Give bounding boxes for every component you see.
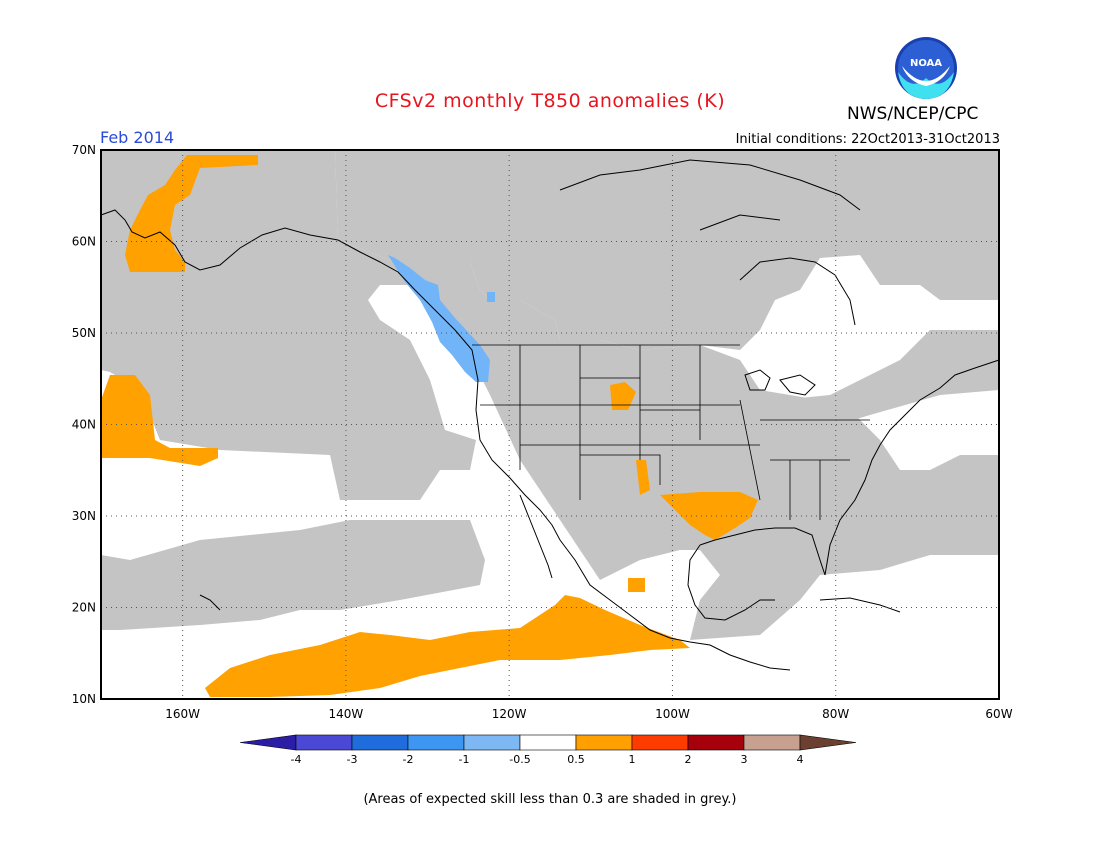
coastline	[559, 159, 861, 211]
axis-labels: 160W 140W 120W 100W 80W 60W 70N 60N 50N 40N 30N 20N…	[72, 143, 1013, 721]
latitude-tick-label: 20N	[72, 601, 96, 615]
coastlines-and-borders	[100, 159, 1000, 671]
map-frame	[100, 149, 1000, 700]
map-panel: 160W 140W 120W 100W 80W 60W 70N 60N 50N 40N 30N 20N…	[72, 143, 1013, 721]
latitude-tick-label: 40N	[72, 418, 96, 432]
colorbar-segment	[687, 734, 745, 751]
agency-label: NWS/NCEP/CPC	[847, 104, 979, 124]
initial-conditions-label: Initial conditions: 22Oct2013-31Oct2013	[735, 132, 1000, 147]
state-border	[739, 399, 761, 501]
coastline	[739, 257, 856, 326]
longitude-tick-label: 120W	[492, 707, 527, 721]
warm-region	[101, 375, 218, 466]
colorbar-low-extension	[239, 734, 297, 751]
latitude-tick-label: 50N	[72, 326, 96, 340]
colorbar-segment	[743, 734, 801, 751]
warm-region	[610, 382, 636, 410]
colorbar-segment	[295, 734, 353, 751]
coastline	[824, 359, 1000, 576]
coastline	[519, 494, 553, 579]
coastline	[699, 527, 826, 576]
grey-region	[101, 520, 485, 630]
longitude-tick-label: 100W	[655, 707, 690, 721]
colorbar-tick-label: 3	[741, 753, 748, 766]
grey-region	[101, 150, 999, 640]
grey-region	[101, 150, 999, 350]
colorbar-tick-label: 2	[685, 753, 692, 766]
longitude-tick-label: 60W	[985, 707, 1012, 721]
warm-region	[636, 460, 650, 495]
noaa-logo-text: NOAA	[910, 58, 942, 69]
colorbar-high-extension	[799, 734, 857, 751]
warm-region	[125, 155, 258, 272]
map-title: CFSv2 monthly T850 anomalies (K)	[374, 90, 726, 112]
colorbar-tick-label: 1	[629, 753, 636, 766]
colorbar: -4 -3 -2 -1 -0.5 0.5 1 2 3 4	[239, 734, 857, 766]
colorbar-segment	[631, 734, 689, 751]
coastline	[199, 594, 221, 611]
cool-anomaly-shading	[388, 255, 495, 382]
warm-region	[660, 492, 758, 540]
longitude-tick-label: 140W	[329, 707, 364, 721]
longitude-tick-label: 160W	[165, 707, 200, 721]
state-border	[580, 454, 661, 485]
warm-region	[628, 578, 645, 592]
forecast-month-label: Feb 2014	[100, 128, 175, 147]
coastline	[744, 369, 771, 391]
coastline	[699, 214, 781, 231]
colorbar-segment	[575, 734, 633, 751]
coastline	[100, 209, 791, 671]
coastline	[819, 597, 901, 613]
longitude-tick-label: 80W	[822, 707, 849, 721]
noaa-logo: NOAA	[895, 37, 957, 99]
latitude-tick-label: 60N	[72, 235, 96, 249]
warm-anomaly-shading	[101, 155, 758, 697]
colorbar-segment	[463, 734, 521, 751]
cool-region	[388, 255, 490, 382]
coastline	[687, 544, 775, 621]
latitude-tick-label: 10N	[72, 692, 96, 706]
colorbar-tick-label: -1	[459, 753, 470, 766]
warm-region	[205, 595, 690, 697]
colorbar-segment	[519, 734, 577, 751]
colorbar-segment	[351, 734, 409, 751]
cool-region	[487, 292, 495, 302]
skill-footnote: (Areas of expected skill less than 0.3 a…	[363, 792, 737, 807]
colorbar-tick-label: 4	[797, 753, 804, 766]
colorbar-tick-label: -4	[291, 753, 302, 766]
colorbar-tick-label: 0.5	[567, 753, 585, 766]
colorbar-segment	[407, 734, 465, 751]
latitude-tick-label: 70N	[72, 143, 96, 157]
colorbar-tick-label: -3	[347, 753, 358, 766]
latitude-tick-label: 30N	[72, 509, 96, 523]
coastline	[779, 374, 816, 396]
colorbar-tick-label: -2	[403, 753, 414, 766]
colorbar-tick-label: -0.5	[509, 753, 530, 766]
